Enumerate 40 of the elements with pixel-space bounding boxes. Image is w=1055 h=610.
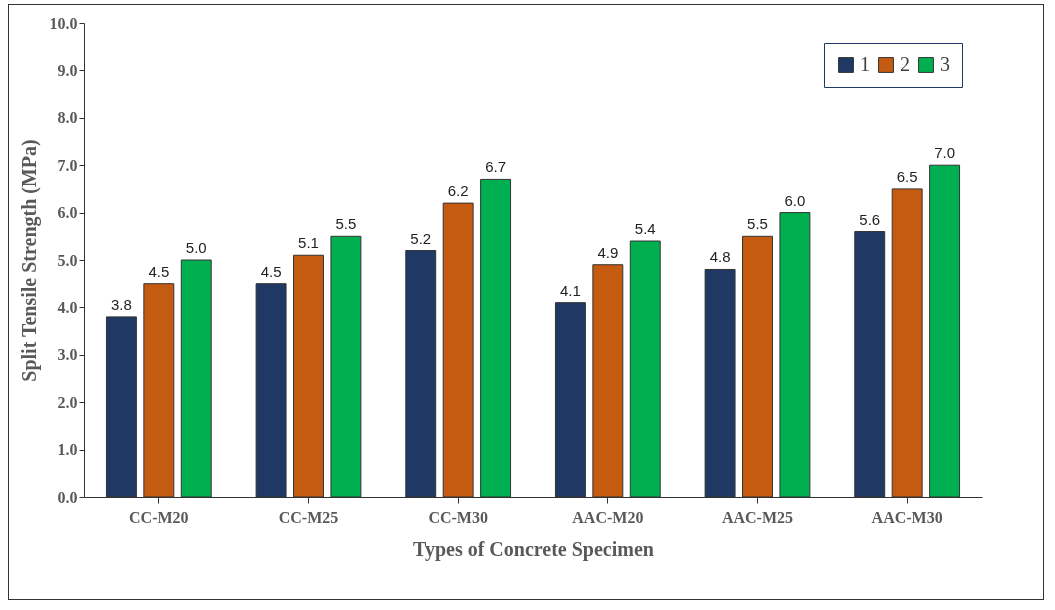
y-tick-label: 8.0: [57, 109, 78, 127]
data-label: 3.8: [110, 295, 132, 313]
data-label: 4.1: [559, 281, 581, 299]
x-tick-label: CC-M30: [428, 508, 488, 526]
data-label: 6.0: [784, 191, 806, 209]
data-label: 4.5: [260, 262, 282, 280]
data-label: 5.5: [747, 215, 768, 233]
y-tick-label: 9.0: [57, 61, 78, 79]
x-axis-title: Types of Concrete Specimen: [413, 537, 654, 561]
data-label: 5.0: [185, 239, 207, 256]
data-label: 4.5: [148, 262, 170, 280]
data-label: 4.8: [709, 248, 731, 266]
y-axis-title: Split Tensile Strength (MPa): [17, 139, 41, 382]
y-tick-label: 6.0: [57, 204, 78, 222]
y-tick-label: 1.0: [57, 441, 78, 459]
x-tick-label: AAC-M20: [572, 508, 644, 526]
y-tick-label: 7.0: [57, 156, 78, 174]
data-label: 6.5: [896, 167, 918, 185]
x-tick-label: CC-M25: [278, 508, 339, 526]
data-label: 6.2: [447, 182, 469, 200]
data-label: 5.6: [859, 210, 881, 228]
x-tick-label: AAC-M30: [871, 508, 943, 526]
y-tick-label: 4.0: [57, 298, 78, 316]
legend-label: 1: [860, 53, 870, 75]
y-tick-label: 3.0: [57, 346, 78, 364]
data-label: 4.9: [597, 243, 619, 261]
x-tick-label: CC-M20: [129, 508, 189, 526]
data-label: 6.7: [485, 158, 507, 176]
data-label: 5.4: [634, 220, 656, 238]
data-label: 5.5: [335, 215, 357, 233]
data-label: 5.1: [298, 234, 319, 252]
legend-label: 2: [900, 53, 910, 75]
y-tick-label: 10.0: [49, 14, 78, 32]
y-tick-label: 0.0: [57, 488, 78, 506]
data-label: 5.2: [410, 229, 432, 247]
x-tick-label: AAC-M25: [721, 508, 794, 526]
y-tick-label: 5.0: [57, 251, 78, 269]
legend-label: 3: [940, 53, 950, 75]
data-label: 7.0: [934, 144, 956, 162]
y-tick-label: 2.0: [57, 393, 78, 411]
